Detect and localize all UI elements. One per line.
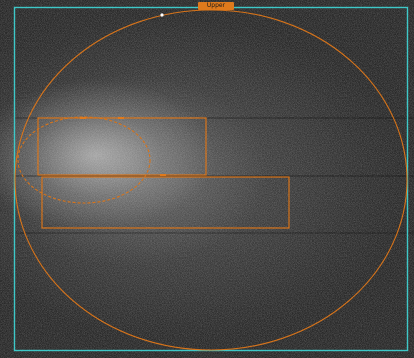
detector-ellipse-roi[interactable] xyxy=(14,9,408,351)
roi-handle[interactable] xyxy=(80,117,86,119)
roi-handle[interactable] xyxy=(160,174,166,176)
lower-rect-roi[interactable] xyxy=(41,176,290,229)
frame-label[interactable]: Upper xyxy=(198,2,234,10)
upper-rect-roi[interactable] xyxy=(37,117,207,176)
small-ellipse-roi[interactable] xyxy=(17,116,151,204)
roi-handle[interactable] xyxy=(118,117,124,119)
bright-pixel xyxy=(160,13,164,17)
